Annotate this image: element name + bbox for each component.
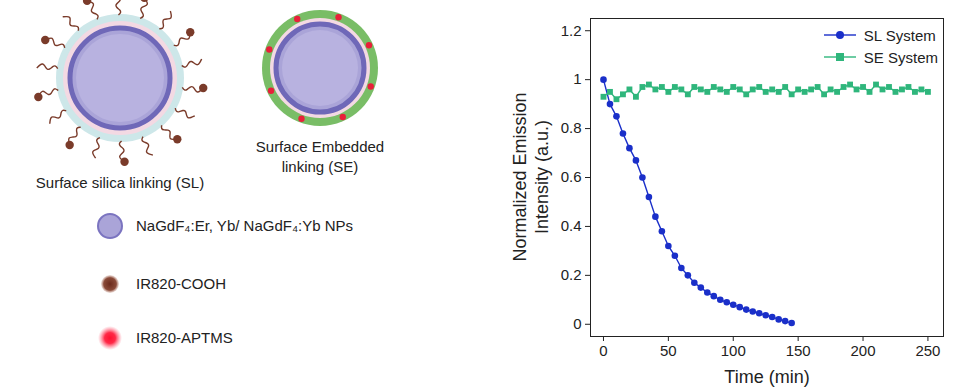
svg-text:IR820-APTMS: IR820-APTMS <box>136 329 233 346</box>
svg-text:250: 250 <box>915 342 940 359</box>
svg-text:1.2: 1.2 <box>561 22 582 39</box>
svg-text:100: 100 <box>721 342 746 359</box>
svg-text:IR820-COOH: IR820-COOH <box>136 275 226 292</box>
svg-text:1: 1 <box>573 70 581 87</box>
svg-text:Surface silica linking (SL): Surface silica linking (SL) <box>36 174 204 191</box>
svg-text:0: 0 <box>573 315 581 332</box>
svg-text:NaGdF₄:Er, Yb/ NaGdF₄:Yb NPs: NaGdF₄:Er, Yb/ NaGdF₄:Yb NPs <box>136 217 353 234</box>
svg-text:Surface Embeddedlinking (SE): Surface Embeddedlinking (SE) <box>256 138 384 175</box>
svg-text:0.4: 0.4 <box>561 217 582 234</box>
svg-text:0: 0 <box>599 342 607 359</box>
svg-text:0.2: 0.2 <box>561 266 582 283</box>
svg-text:50: 50 <box>660 342 677 359</box>
html-text:SL System: SL System <box>863 26 936 44</box>
html-text:SE System: SE System <box>863 48 938 66</box>
svg-text:0.6: 0.6 <box>561 168 582 185</box>
svg-text:Normalized EmissionIntensity (: Normalized EmissionIntensity (a.u.) <box>510 92 552 261</box>
svg-text:Time (min): Time (min) <box>724 367 809 387</box>
svg-text:200: 200 <box>851 342 876 359</box>
svg-text:150: 150 <box>786 342 811 359</box>
svg-text:0.8: 0.8 <box>561 119 582 136</box>
